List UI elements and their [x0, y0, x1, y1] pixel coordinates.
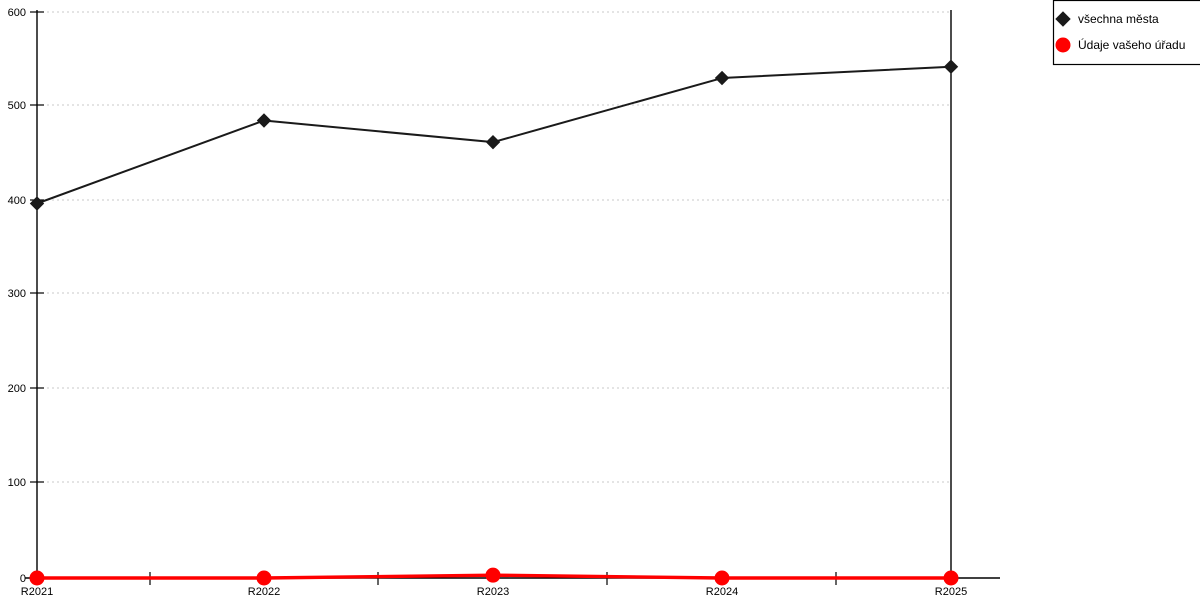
y-tick-label-600: 600 [8, 7, 26, 19]
diamond-marker-icon [1055, 11, 1071, 27]
y-tick-label-200: 200 [8, 383, 26, 395]
legend-entry-vsechna-mesta[interactable]: všechna města [1055, 11, 1159, 27]
legend-box [1052, 0, 1200, 66]
legend-label-udaje-vaseho-uradu: Údaje vašeho úřadu [1078, 37, 1185, 52]
legend-entry-udaje-vaseho-uradu[interactable]: Údaje vašeho úřadu [1055, 37, 1185, 53]
y-tick-label-500: 500 [8, 100, 26, 112]
x-tick-label-r2022: R2022 [248, 586, 280, 598]
data-point-marker-own-office [256, 570, 272, 586]
y-tick-label-300: 300 [8, 288, 26, 300]
y-tick-label-100: 100 [8, 477, 26, 489]
data-point-marker-all-cities [714, 70, 730, 86]
x-tick-label-r2025: R2025 [935, 586, 967, 598]
data-point-marker-all-cities [29, 196, 45, 211]
series-vsechna-mesta [29, 59, 959, 211]
data-point-marker-own-office [29, 570, 45, 586]
series-markers-own-office [29, 567, 959, 586]
y-tick-label-400: 400 [8, 195, 26, 207]
axes-group [25, 10, 1000, 580]
y-tick-label-0: 0 [20, 573, 26, 585]
data-point-marker-all-cities [256, 113, 272, 128]
data-point-marker-own-office [485, 567, 501, 583]
circle-marker-icon [1055, 37, 1071, 53]
x-tick-label-r2021: R2021 [21, 586, 53, 598]
series-line-all-cities [36, 65, 952, 205]
y-tick-marks [30, 11, 44, 483]
data-point-marker-own-office [714, 570, 730, 586]
data-point-marker-own-office [943, 570, 959, 586]
series-udaje-vaseho-uradu [29, 567, 959, 586]
y-tick-labels: 600 500 400 300 200 100 0 [8, 7, 26, 585]
legend: všechna města Údaje vašeho úřadu [1052, 0, 1200, 66]
data-point-marker-all-cities [485, 134, 501, 150]
series-markers-all-cities [29, 59, 959, 211]
gridlines-group [37, 11, 951, 483]
x-tick-label-r2024: R2024 [706, 586, 738, 598]
data-point-marker-all-cities [943, 59, 959, 74]
x-tick-labels: R2021 R2022 R2023 R2024 R2025 [21, 586, 967, 598]
x-tick-label-r2023: R2023 [477, 586, 509, 598]
legend-label-vsechna-mesta: všechna města [1078, 12, 1159, 26]
